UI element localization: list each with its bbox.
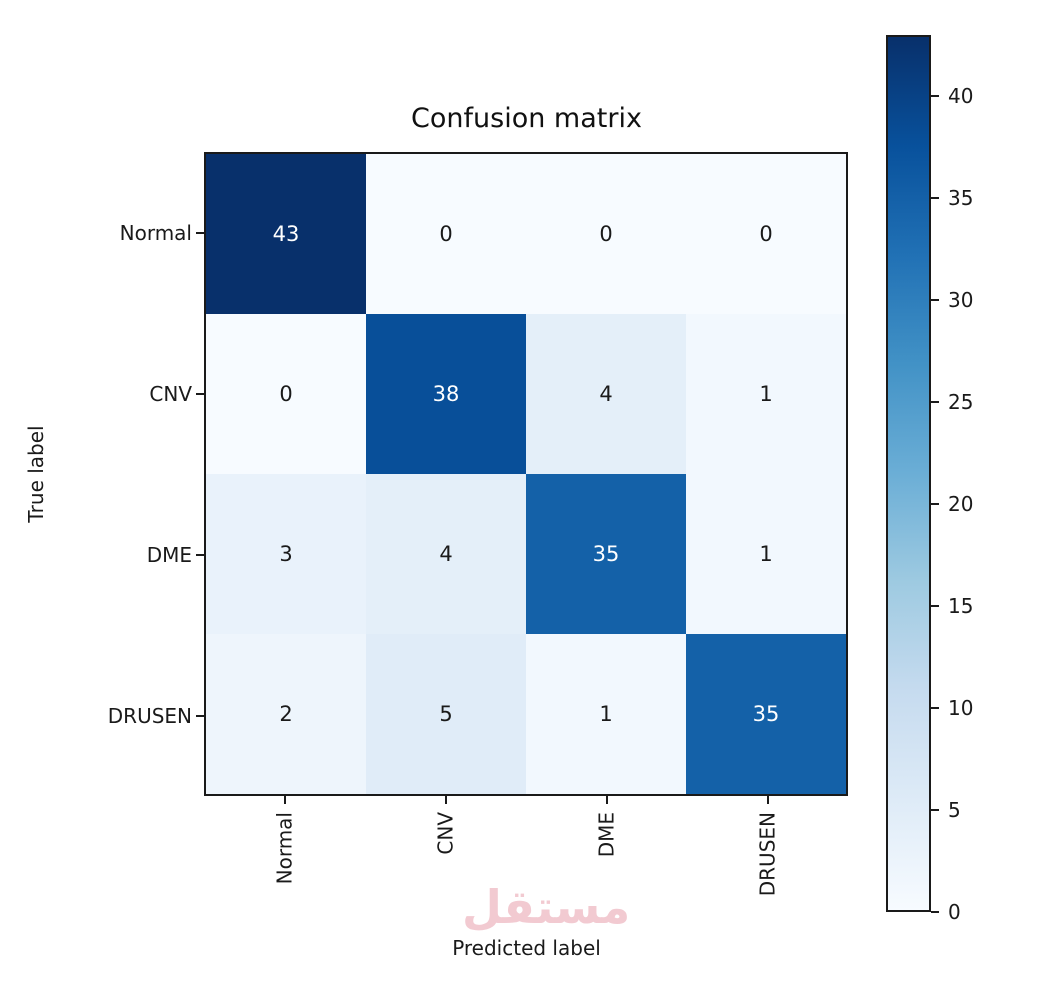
tick-mark (931, 911, 939, 913)
y-tick-label: CNV (149, 381, 192, 406)
tick-mark (283, 796, 286, 804)
tick-mark (196, 553, 204, 556)
y-tick-label: DRUSEN (107, 703, 192, 728)
watermark-text: مستقل (462, 880, 631, 934)
tick-mark (196, 714, 204, 717)
matrix-cell: 35 (686, 634, 846, 794)
tick-mark (196, 231, 204, 234)
colorbar (886, 35, 931, 912)
matrix-cell: 0 (366, 154, 526, 314)
matrix-cell: 3 (206, 474, 366, 634)
heatmap-grid: 43 0 0 0 0 38 4 1 3 4 35 1 2 5 1 35 (204, 152, 848, 796)
tick-mark (196, 392, 204, 395)
matrix-cell: 5 (366, 634, 526, 794)
matrix-cell: 1 (686, 314, 846, 474)
x-tick-label: DRUSEN (755, 812, 779, 897)
tick-mark (931, 707, 939, 710)
x-tick-label: DME (594, 812, 618, 858)
colorbar-tick-label: 10 (948, 696, 974, 721)
colorbar-tick-label: 30 (948, 288, 974, 313)
matrix-cell: 1 (526, 634, 686, 794)
y-tick-label: Normal (119, 220, 192, 245)
tick-mark (931, 503, 939, 506)
tick-mark (931, 809, 939, 812)
matrix-cell: 38 (366, 314, 526, 474)
x-tick-label: Normal (272, 812, 296, 885)
colorbar-tick-label: 20 (948, 492, 974, 517)
tick-mark (931, 401, 939, 404)
matrix-cell: 0 (526, 154, 686, 314)
x-tick-label: CNV (433, 812, 457, 855)
tick-mark (931, 95, 939, 98)
matrix-cell: 35 (526, 474, 686, 634)
colorbar-tick-label: 25 (948, 390, 974, 415)
matrix-cell: 1 (686, 474, 846, 634)
tick-mark (931, 605, 939, 608)
matrix-cell: 4 (366, 474, 526, 634)
colorbar-tick-label: 5 (948, 798, 961, 823)
tick-mark (931, 197, 939, 200)
chart-title: Confusion matrix (411, 103, 642, 134)
matrix-cell: 2 (206, 634, 366, 794)
matrix-cell: 4 (526, 314, 686, 474)
colorbar-tick-label: 15 (948, 594, 974, 619)
x-axis-title: Predicted label (452, 936, 601, 960)
colorbar-tick-label: 0 (948, 900, 961, 924)
tick-mark (605, 796, 608, 804)
y-tick-label: DME (146, 542, 192, 567)
colorbar-tick-label: 40 (948, 84, 974, 109)
tick-mark (444, 796, 447, 804)
matrix-cell: 43 (206, 154, 366, 314)
colorbar-tick-label: 35 (948, 186, 974, 211)
tick-mark (766, 796, 769, 804)
y-axis-title: True label (24, 425, 48, 523)
matrix-cell: 0 (206, 314, 366, 474)
matrix-cell: 0 (686, 154, 846, 314)
tick-mark (931, 299, 939, 302)
